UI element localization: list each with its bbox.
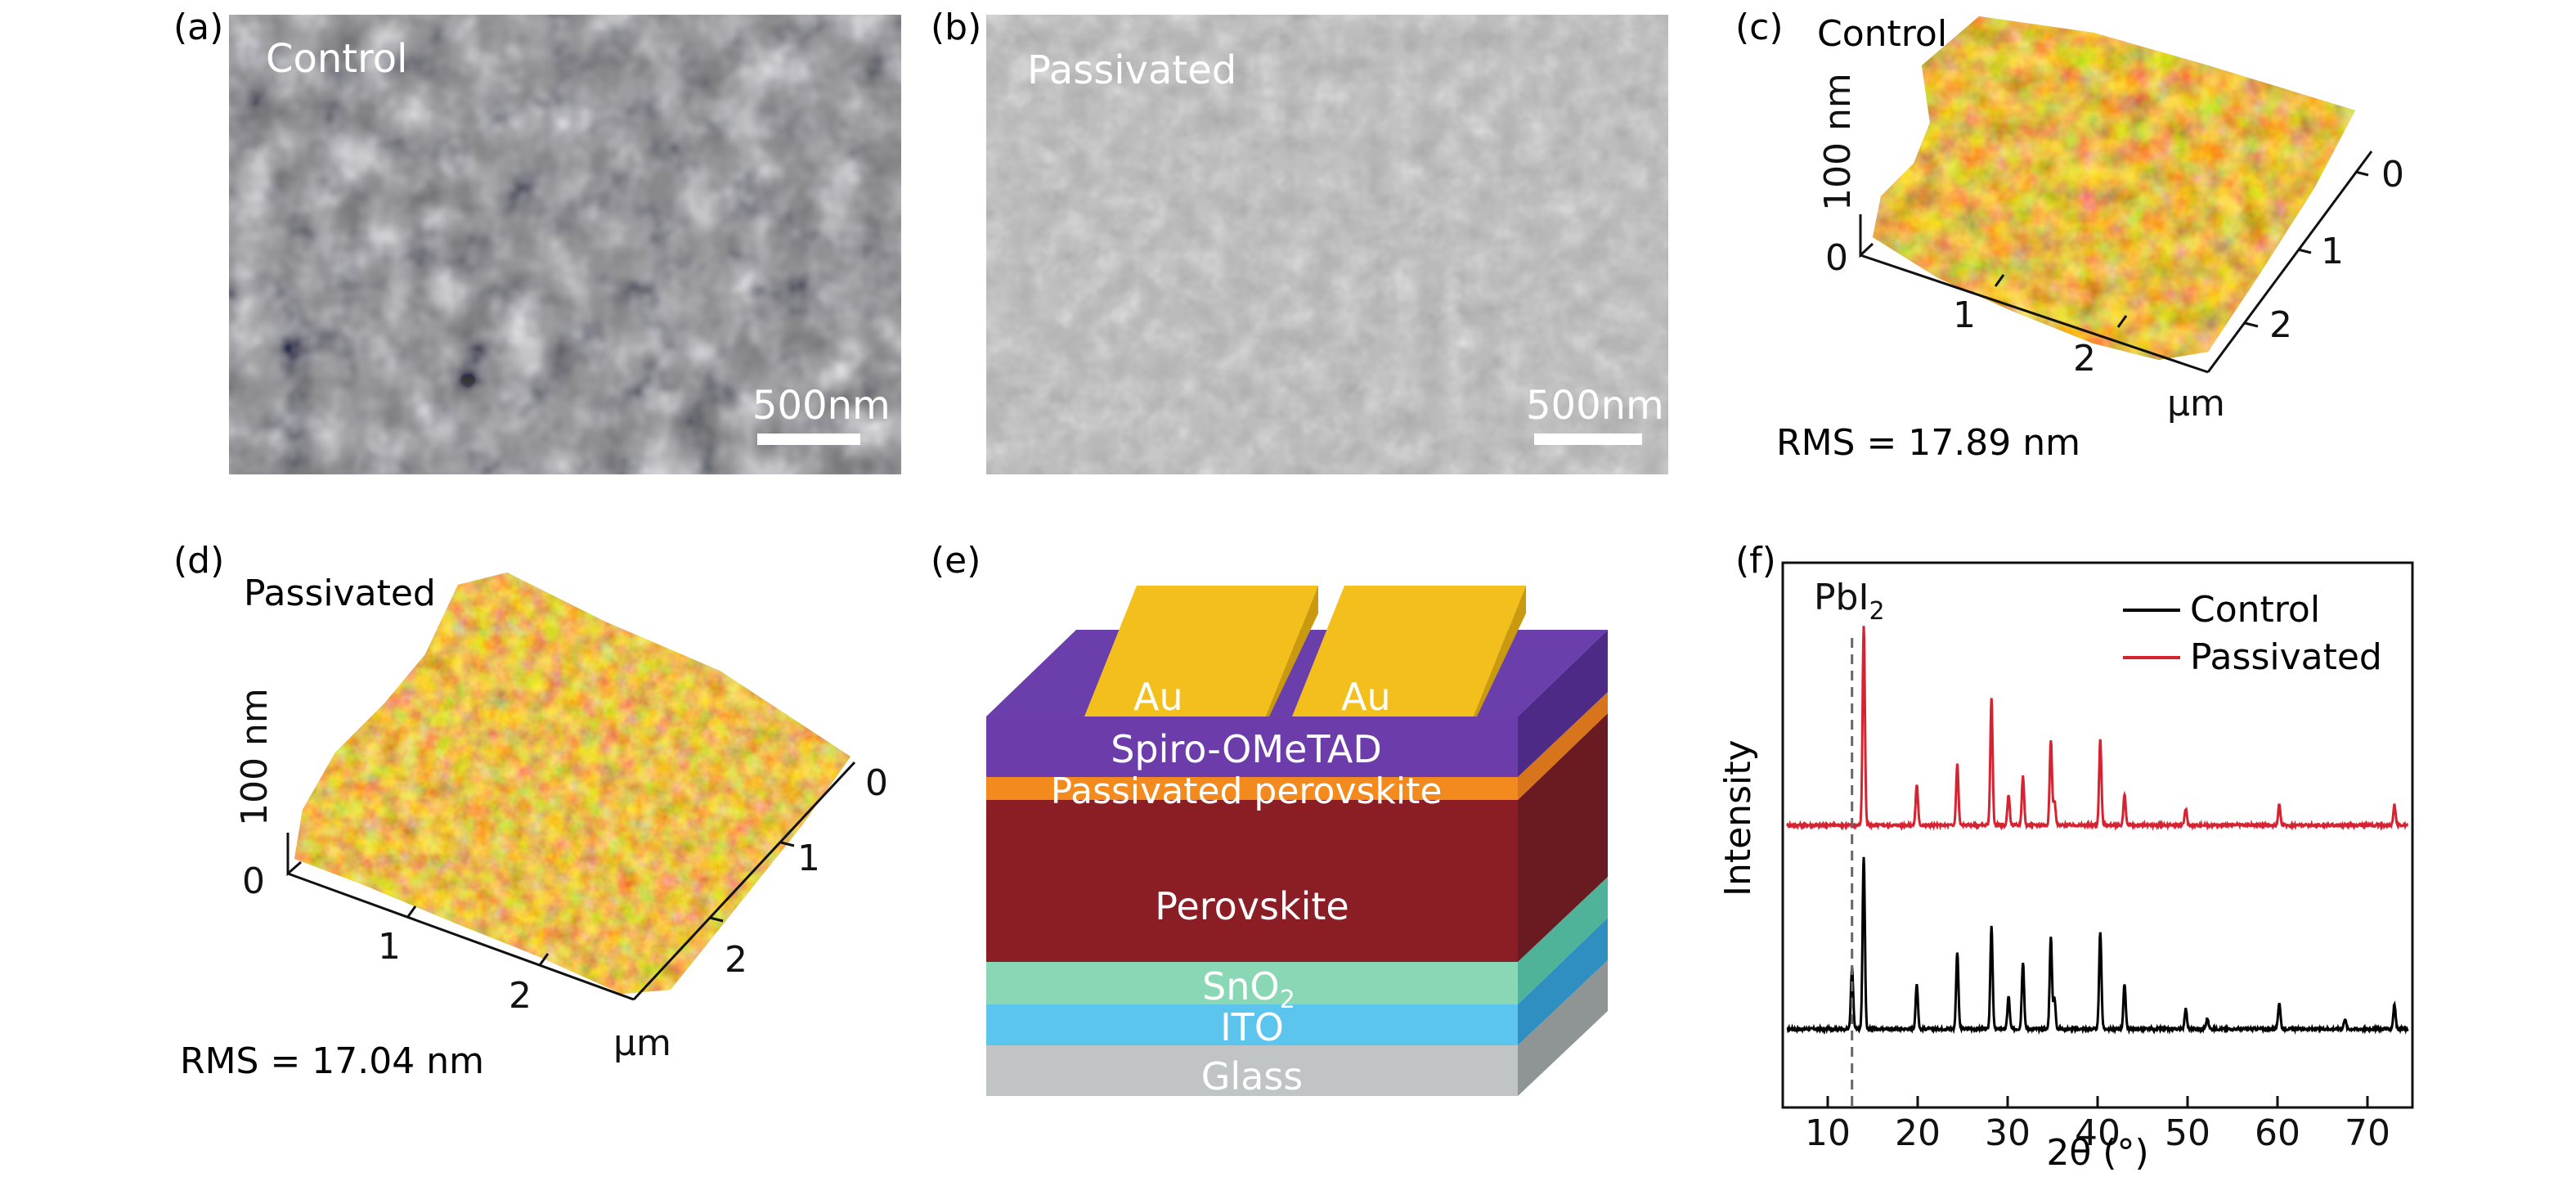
scalebar-a-label: 500nm bbox=[752, 383, 891, 429]
afm-d-y-axis bbox=[632, 761, 856, 1001]
afm-d-x-axis bbox=[287, 872, 635, 1001]
label-glass: Glass bbox=[1201, 1054, 1304, 1098]
x-axis-ticks: 10 20 30 40 50 60 70 bbox=[1805, 1096, 2390, 1154]
label-ito: ITO bbox=[1220, 1005, 1284, 1049]
legend-label-passivated: Passivated bbox=[2190, 636, 2382, 678]
series-line-control bbox=[1786, 856, 2409, 1035]
afm-c-y-axis bbox=[2206, 150, 2373, 373]
panel-e: (e) Au Au Spiro-OMeTAD Passivated perovs… bbox=[931, 540, 1608, 1098]
panel-a: (a) Control 500nm bbox=[173, 7, 901, 474]
label-sno2: SnO2 bbox=[1202, 964, 1295, 1014]
scalebar-b bbox=[1534, 434, 1642, 445]
layer-glass bbox=[986, 1045, 1518, 1096]
label-spiro: Spiro-OMeTAD bbox=[1111, 727, 1382, 771]
afm-d-z-zero: 0 bbox=[242, 860, 265, 902]
chart-series bbox=[1786, 626, 2409, 1035]
afm-c-x-tick-2: 2 bbox=[2073, 338, 2096, 380]
afm-surface-passivated bbox=[294, 573, 850, 994]
afm-c-z-axis bbox=[1859, 214, 1874, 258]
x-axis-label: 2θ (°) bbox=[2046, 1132, 2148, 1174]
sem-control-label: Control bbox=[266, 36, 408, 82]
panel-c-tag: (c) bbox=[1735, 7, 1784, 48]
legend-label-control: Control bbox=[2190, 589, 2320, 631]
afm-c-unit: µm bbox=[2167, 383, 2225, 425]
x-tick-label: 60 bbox=[2255, 1112, 2300, 1154]
afm-c-z-zero: 0 bbox=[1825, 237, 1848, 279]
y-axis-label: Intensity bbox=[1717, 739, 1759, 896]
afm-c-x-axis bbox=[1860, 254, 2209, 374]
au-electrode-2 bbox=[1292, 586, 1526, 717]
layer-sno2 bbox=[986, 962, 1518, 1004]
afm-d-x-tick-1: 1 bbox=[378, 926, 401, 968]
label-au-1: Au bbox=[1133, 675, 1183, 719]
afm-c-x-tick-1: 1 bbox=[1953, 294, 1976, 336]
afm-d-z-label: 100 nm bbox=[234, 688, 276, 826]
layer-ito bbox=[986, 1004, 1518, 1045]
panel-b-tag: (b) bbox=[931, 7, 981, 48]
afm-passivated-label: Passivated bbox=[244, 573, 436, 614]
scalebar-a bbox=[757, 434, 860, 445]
afm-d-unit: µm bbox=[613, 1022, 671, 1064]
afm-c-y-tick-2: 2 bbox=[2269, 304, 2292, 346]
sem-texture-control bbox=[229, 15, 901, 474]
x-tick-label: 10 bbox=[1805, 1112, 1851, 1154]
panel-d: (d) Passivated 0 100 nm 1 2 0 1 2 µm RMS… bbox=[173, 540, 888, 1082]
label-passivated-perovskite: Passivated perovskite bbox=[1051, 770, 1443, 812]
layer-passivated-perovskite bbox=[986, 777, 1518, 800]
layer-perovskite bbox=[986, 800, 1518, 962]
afm-d-y-tick-2: 2 bbox=[725, 939, 747, 981]
afm-surface-control bbox=[1873, 16, 2355, 360]
panel-f-tag: (f) bbox=[1735, 540, 1776, 582]
panel-a-tag: (a) bbox=[173, 7, 223, 48]
afm-d-x-tick-2: 2 bbox=[509, 975, 532, 1017]
sem-texture-passivated bbox=[986, 15, 1668, 474]
x-tick-label: 40 bbox=[2075, 1112, 2120, 1154]
scalebar-b-label: 500nm bbox=[1526, 383, 1664, 429]
panel-f: (f) 10 20 30 40 50 60 70 PbI2 Control Passivat… bbox=[1717, 540, 2414, 1174]
afm-control-label: Control bbox=[1817, 13, 1947, 55]
panel-c: (c) Control 0 100 nm 1 2 0 1 2 µm RMS = … bbox=[1735, 7, 2404, 464]
afm-c-y-tick-1: 1 bbox=[2321, 231, 2344, 272]
au-electrode-1 bbox=[1084, 586, 1318, 717]
panel-e-tag: (e) bbox=[931, 540, 981, 582]
x-tick-label: 20 bbox=[1895, 1112, 1941, 1154]
afm-c-rms: RMS = 17.89 nm bbox=[1776, 422, 2080, 464]
label-perovskite: Perovskite bbox=[1155, 884, 1349, 928]
label-au-2: Au bbox=[1341, 675, 1391, 719]
afm-c-y-tick-0: 0 bbox=[2381, 154, 2404, 195]
afm-d-y-tick-0: 0 bbox=[865, 762, 888, 804]
layer-spiro bbox=[986, 717, 1518, 777]
x-tick-label: 30 bbox=[1985, 1112, 2031, 1154]
pbi2-annotation: PbI2 bbox=[1814, 577, 1885, 626]
series-line-passivated bbox=[1786, 626, 2409, 832]
afm-c-z-label: 100 nm bbox=[1817, 73, 1859, 211]
afm-d-y-tick-1: 1 bbox=[797, 838, 820, 879]
panel-b: (b) Passivated 500nm bbox=[931, 7, 1668, 474]
sem-passivated-label: Passivated bbox=[1027, 47, 1236, 93]
x-tick-label: 50 bbox=[2165, 1112, 2210, 1154]
panel-d-tag: (d) bbox=[173, 540, 224, 582]
x-tick-label: 70 bbox=[2345, 1112, 2390, 1154]
afm-d-rms: RMS = 17.04 nm bbox=[180, 1040, 484, 1082]
